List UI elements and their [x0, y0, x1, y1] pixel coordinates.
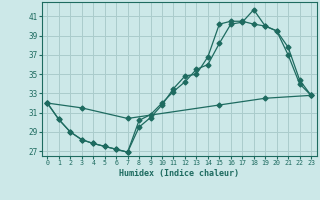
X-axis label: Humidex (Indice chaleur): Humidex (Indice chaleur) [119, 169, 239, 178]
